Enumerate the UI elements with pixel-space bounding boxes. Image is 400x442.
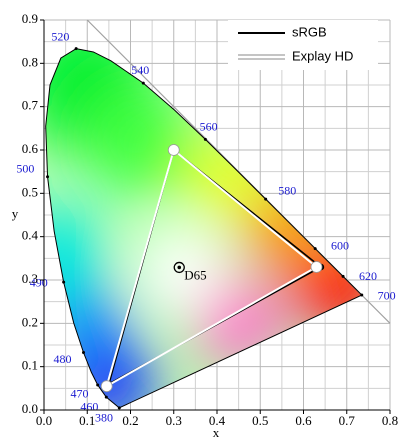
x-tick-label: 0.8 xyxy=(382,413,398,428)
white-point-ring xyxy=(173,261,185,274)
wavelength-point xyxy=(46,175,50,179)
x-tick-label: 0.7 xyxy=(339,413,356,428)
white-point xyxy=(177,265,182,270)
y-tick-label: 0.8 xyxy=(22,54,38,69)
primary-point xyxy=(167,144,180,156)
y-tick-label: 0.9 xyxy=(22,11,38,26)
wavelength-label: 600 xyxy=(331,239,349,253)
spectral-locus xyxy=(45,48,363,409)
wavelength-label: 560 xyxy=(200,119,218,133)
blend-green xyxy=(84,86,194,196)
x-tick-label: 0.0 xyxy=(36,413,52,428)
x-axis-label: x xyxy=(213,425,220,440)
wavelength-point xyxy=(141,81,145,85)
primary-point xyxy=(310,261,323,273)
y-tick-label: 0.7 xyxy=(22,98,39,113)
wavelength-label: 490 xyxy=(30,275,48,289)
legend-label: sRGB xyxy=(292,24,327,39)
wavelength-point xyxy=(264,197,268,201)
wavelength-point xyxy=(74,47,78,51)
wavelength-label: 520 xyxy=(51,30,69,44)
x-tick-label: 0.1 xyxy=(79,413,95,428)
y-tick-label: 0.0 xyxy=(22,401,38,416)
x-tick-label: 0.2 xyxy=(122,413,138,428)
white-point-label: D65 xyxy=(184,267,206,282)
x-tick-label: 0.4 xyxy=(209,413,226,428)
wavelength-label: 500 xyxy=(16,162,34,176)
wavelength-point xyxy=(341,274,345,278)
x-tick-label: 0.3 xyxy=(166,413,182,428)
wavelength-label: 460 xyxy=(80,399,98,413)
wavelength-point xyxy=(203,137,207,141)
x-tick-label: 0.6 xyxy=(295,413,312,428)
wavelength-point xyxy=(313,247,317,251)
wavelength-point xyxy=(96,383,100,387)
y-tick-label: 0.1 xyxy=(22,358,38,373)
y-tick-label: 0.6 xyxy=(22,141,39,156)
legend-box xyxy=(228,20,378,70)
primary-point xyxy=(100,380,113,393)
y-tick-label: 0.3 xyxy=(22,271,38,286)
wavelength-label: 540 xyxy=(131,63,149,77)
wavelength-point xyxy=(81,350,85,354)
wavelength-label: 480 xyxy=(54,352,72,366)
y-tick-label: 0.2 xyxy=(22,314,38,329)
y-tick-label: 0.4 xyxy=(22,228,39,243)
blend-yellow xyxy=(181,135,271,225)
wavelength-label: 620 xyxy=(359,269,377,283)
wavelength-label: 700 xyxy=(378,289,396,303)
x-tick-label: 0.5 xyxy=(252,413,268,428)
wavelength-label: 580 xyxy=(278,183,296,197)
wavelength-point xyxy=(360,293,364,297)
wavelength-point xyxy=(117,406,121,410)
wavelength-label: 470 xyxy=(71,387,89,401)
wavelength-label: 380 xyxy=(95,411,113,425)
y-tick-label: 0.5 xyxy=(22,184,38,199)
wavelength-point xyxy=(104,395,108,399)
y-axis-label: y xyxy=(12,206,19,221)
wavelength-point xyxy=(62,280,66,284)
legend-label: Explay HD xyxy=(292,48,353,63)
gamut-triangle xyxy=(105,148,319,389)
